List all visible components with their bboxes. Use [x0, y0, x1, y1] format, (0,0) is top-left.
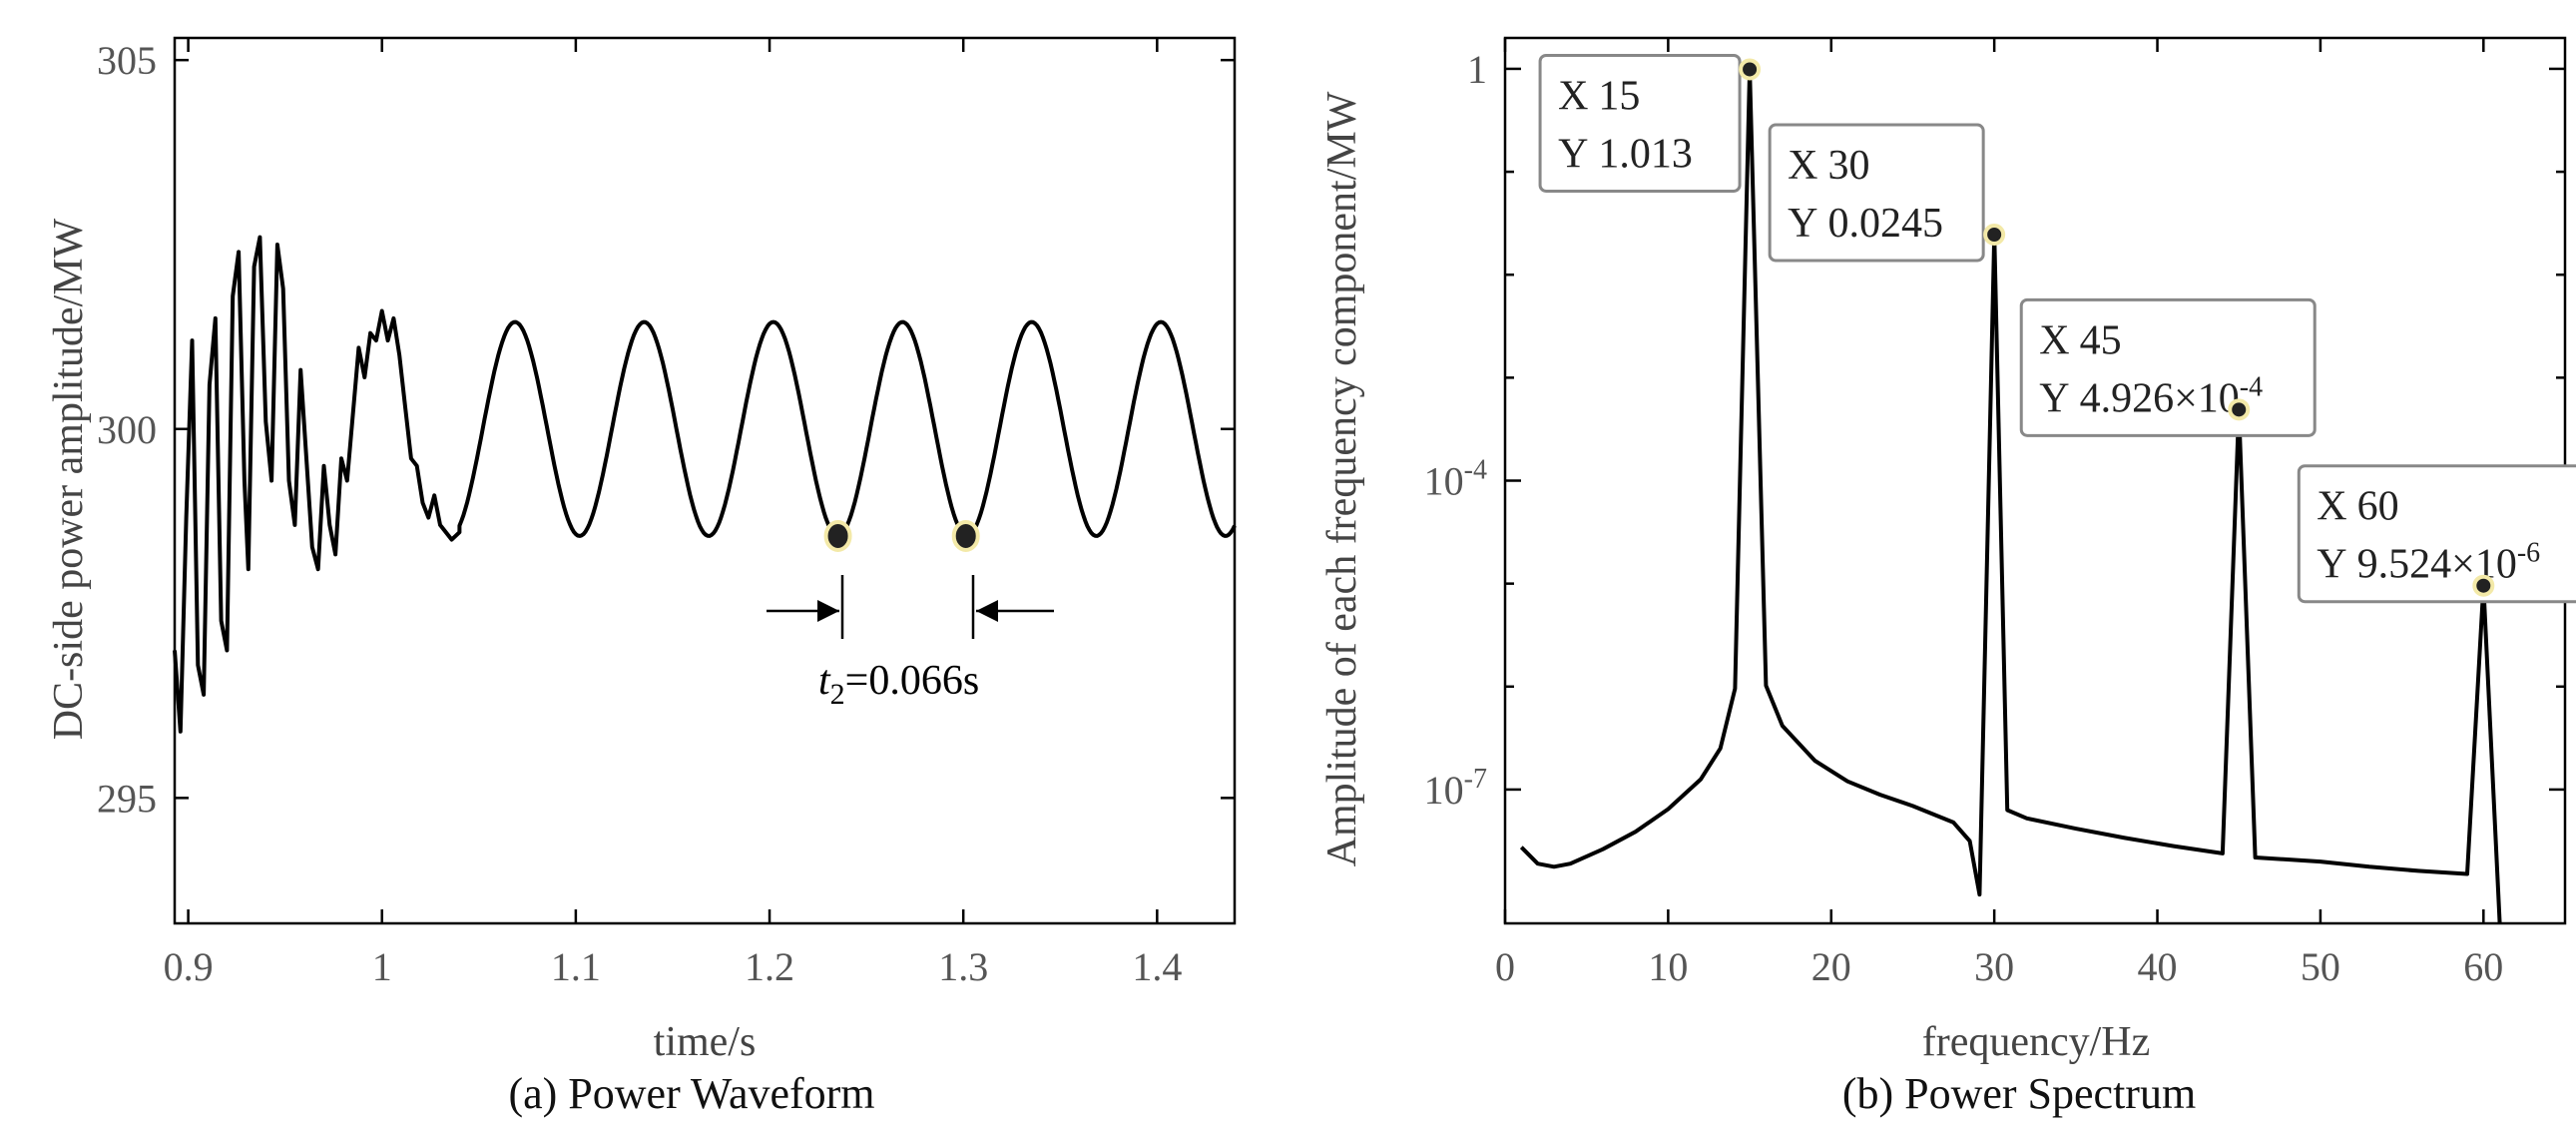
panel-a-x-tick-label: 1.1 [551, 944, 601, 989]
data-tip-y-value: 4.926×10 [2080, 375, 2240, 421]
panel-b-y-tick-label: 10-4 [1424, 455, 1487, 504]
data-tip-x-value: 60 [2357, 484, 2399, 530]
panel-b-caption: (b) Power Spectrum [1842, 1069, 2196, 1118]
data-tip-x-value: 15 [1598, 73, 1640, 119]
panel-a-frame [173, 36, 1237, 925]
panel-a: 0.9 1 1.1 1.2 1.3 1.4 295 300 305 t2=0.066s time… [46, 36, 1237, 1118]
left-arrow-head [817, 600, 839, 622]
panel-b-x-tick-label: 60 [2463, 944, 2503, 989]
panel-b-x-axis-label: frequency/Hz [1922, 1019, 2151, 1065]
panel-a-ticks: 0.9 1 1.1 1.2 1.3 1.4 295 300 305 [97, 38, 1235, 989]
panel-b-x-tick-label: 50 [2301, 944, 2340, 989]
data-tip-x-label: X [2039, 317, 2069, 363]
panel-a-x-tick-label: 1.2 [745, 944, 794, 989]
panel-b-x-tick-label: 10 [1648, 944, 1688, 989]
data-tip-x-value: 30 [1827, 143, 1869, 189]
data-tip-y-label: Y [2039, 375, 2069, 421]
data-tip-x-label: X [1788, 143, 1817, 189]
data-tip-y-exponent: -6 [2517, 538, 2540, 569]
data-tip-y-label: Y [2317, 542, 2346, 588]
period-label: t2=0.066s [818, 658, 979, 711]
panel-b-x-tick-label: 30 [1974, 944, 2014, 989]
panel-b-y-tick-exponent: -7 [1464, 764, 1487, 795]
panel-a-x-tick-label: 1.4 [1132, 944, 1182, 989]
data-tip-15: X 15Y 1.013 [1538, 53, 1762, 193]
data-tip-45: X 45Y 4.926×10-4 [2019, 297, 2317, 437]
panel-b-y-tick-label: 1 [1467, 47, 1487, 92]
panel-a-x-tick-label: 1 [372, 944, 392, 989]
data-tip-y-value: 0.0245 [1827, 201, 1943, 247]
panel-a-y-axis-label: DC-side power amplitude/MW [46, 218, 92, 740]
data-tip-30: X 30Y 0.0245 [1768, 123, 2006, 263]
panel-a-y-tick-label: 295 [97, 776, 157, 821]
panel-a-minimum-marker [823, 519, 852, 552]
panel-b-y-tick-exponent: -4 [1464, 455, 1487, 486]
data-tip-y-line: Y 4.926×10-4 [2039, 371, 2263, 421]
data-tip-x-line: X 30 [1788, 143, 1869, 189]
data-tip-y-exponent: -4 [2240, 371, 2263, 402]
period-subscript: 2 [830, 678, 845, 711]
panel-b-spectrum-curve [1519, 67, 2502, 924]
panel-a-x-tick-label: 0.9 [164, 944, 214, 989]
panel-b-y-tick-base: 10 [1424, 768, 1464, 813]
period-value: =0.066s [845, 658, 980, 704]
data-tip-x-line: X 15 [1558, 73, 1640, 119]
data-tip-marker [2228, 398, 2251, 421]
data-tip-x-line: X 60 [2317, 484, 2398, 530]
panel-a-x-axis-label: time/s [654, 1019, 757, 1065]
data-tip-box [1768, 123, 1985, 263]
panel-a-x-tick-label: 1.3 [938, 944, 988, 989]
right-arrow-head [976, 600, 998, 622]
panel-a-caption: (a) Power Waveform [508, 1069, 874, 1118]
panel-b-x-tick-label: 40 [2138, 944, 2178, 989]
panel-a-y-tick-label: 305 [97, 38, 157, 83]
data-tip-box [1538, 53, 1742, 193]
panel-a-y-tick-label: 300 [97, 407, 157, 452]
data-tip-x-label: X [1558, 73, 1588, 119]
panel-a-minimum-marker [951, 519, 980, 552]
data-tip-marker [2472, 574, 2495, 597]
panel-a-minimum-markers [823, 519, 980, 552]
data-tip-y-label: Y [1558, 131, 1588, 177]
panel-b-y-tick-label: 10-7 [1424, 764, 1487, 813]
panel-b-x-tick-label: 20 [1811, 944, 1851, 989]
data-tip-x-line: X 45 [2039, 317, 2121, 363]
data-tip-y-line: Y 1.013 [1558, 131, 1693, 177]
panel-b-y-axis-label: Amplitude of each frequency component/MW [1319, 91, 1365, 866]
data-tip-y-label: Y [1788, 201, 1817, 247]
panel-a-power-curve [173, 235, 1237, 734]
data-tip-marker [1983, 223, 2006, 246]
data-tip-y-line: Y 0.0245 [1788, 201, 1943, 247]
data-tip-y-value: 1.013 [1598, 131, 1693, 177]
period-symbol: t [818, 658, 831, 704]
data-tip-x-value: 45 [2080, 317, 2122, 363]
data-tip-marker [1739, 58, 1762, 81]
panel-b-x-tick-label: 0 [1495, 944, 1515, 989]
data-tip-x-label: X [2317, 484, 2346, 530]
panel-b-y-tick-base: 1 [1467, 47, 1487, 92]
panel-b-y-tick-base: 10 [1424, 459, 1464, 504]
data-tip-box [2297, 464, 2576, 604]
period-annotation: t2=0.066s [767, 575, 1054, 711]
data-tip-60: X 60Y 9.524×10-6 [2297, 464, 2576, 604]
